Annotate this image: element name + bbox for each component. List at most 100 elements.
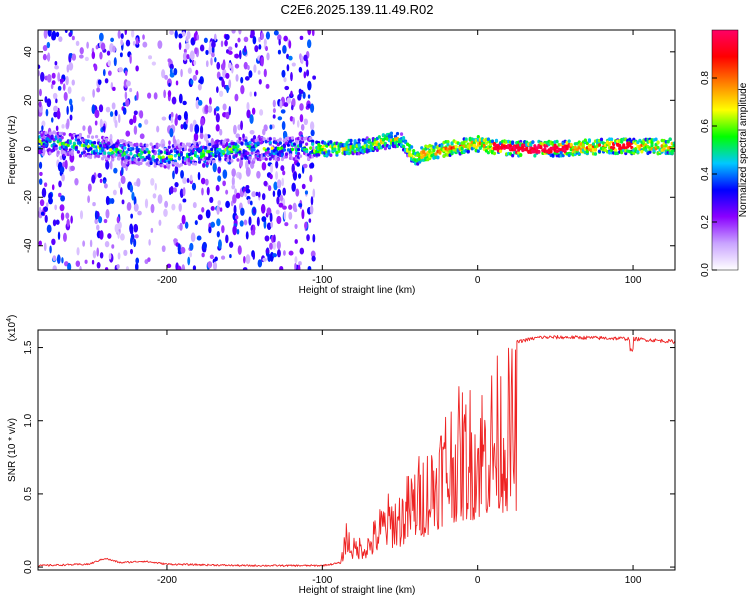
spectrogram-cell — [139, 110, 144, 119]
snr-y-multiplier: (x104) — [6, 315, 18, 342]
spectrogram-cell — [117, 221, 122, 230]
spectrogram-cell — [108, 253, 112, 260]
spectrogram-cell — [52, 255, 57, 262]
spectrogram-cell — [76, 150, 80, 154]
spectrogram-cell — [291, 182, 296, 192]
spectrogram-cell — [148, 239, 151, 246]
spectrogram-cell — [150, 178, 155, 186]
spectrogram-cell — [142, 41, 148, 48]
spectrogram-cell — [200, 125, 204, 135]
snr-plot-area — [38, 330, 675, 570]
spectrogram-cell — [94, 218, 99, 225]
spectrogram-cell — [257, 259, 263, 268]
spectrogram-cell — [302, 91, 306, 99]
spectrogram-cell — [247, 64, 250, 71]
spectrogram-cell — [59, 166, 65, 173]
spectrogram-cell — [157, 143, 161, 148]
spectrogram-cell — [250, 151, 254, 155]
spectrogram-cell — [185, 42, 190, 50]
spectrogram-cell — [290, 90, 293, 97]
spectrogram-cell — [260, 56, 264, 67]
spectrogram-cell — [249, 200, 253, 206]
spectrogram-cell — [286, 64, 290, 72]
spectrogram-cell — [383, 141, 387, 146]
spectrogram-cell — [207, 105, 213, 113]
spectrogram-cell — [253, 91, 257, 97]
spectrogram-cell — [177, 156, 181, 161]
spectrogram-cell — [282, 148, 287, 152]
spectrogram-cell — [298, 66, 303, 73]
spectrogram-cell — [130, 30, 135, 38]
spectrogram-cell — [118, 181, 121, 189]
spectrogram-cell — [494, 138, 499, 143]
spectrogram-cell — [446, 142, 450, 147]
spectrogram-cell — [129, 184, 134, 193]
spectrogram-cell — [168, 140, 171, 146]
spectrogram-cell — [38, 70, 41, 77]
spectrogram-cell — [48, 151, 52, 155]
spectrogram-cell — [306, 103, 311, 109]
spectrogram-cell — [133, 125, 138, 135]
spectrogram-cell — [135, 37, 139, 45]
spectrogram-cell — [260, 203, 266, 214]
spectrogram-cell — [202, 162, 206, 168]
spectrogram-cell — [48, 197, 53, 205]
spectrogram-cell — [255, 191, 259, 197]
spectrogram-cell — [68, 62, 74, 71]
spectrogram-cell — [50, 83, 54, 90]
spectrogram-cell — [55, 31, 60, 38]
spectrogram-cell — [261, 216, 267, 223]
spectrogram-cell — [169, 63, 174, 70]
spectrogram-cell — [252, 251, 256, 260]
spectrogram-cell — [276, 179, 282, 189]
spectrogram-cell — [389, 131, 394, 136]
spectrogram-cell — [256, 170, 261, 179]
spectrogram-cell — [182, 100, 187, 106]
spectrogram-cell — [38, 206, 42, 213]
spectrogram-cell — [161, 155, 165, 159]
spectrogram-cell — [248, 140, 252, 145]
spectrogram-cell — [76, 247, 80, 256]
spectrogram-cell — [145, 147, 149, 152]
spectrogram-cell — [210, 221, 216, 228]
spectrogram-cell — [46, 148, 50, 153]
spectrogram-cell — [109, 148, 113, 152]
spectrogram-cell — [222, 169, 228, 179]
spectrogram-cell — [266, 147, 270, 151]
spectrogram-cell — [298, 144, 303, 148]
spectrogram-cell — [95, 45, 99, 50]
colorbar-gradient — [712, 30, 738, 270]
spectrogram-cell — [221, 78, 225, 88]
spectrogram-cell — [67, 86, 72, 95]
spectrogram-cell — [262, 257, 267, 262]
spectrogram-ytick-label: -20 — [23, 190, 34, 205]
spectrogram-cell — [190, 232, 196, 243]
spectrogram-cell — [133, 223, 139, 233]
spectrogram-cell — [298, 261, 302, 266]
spectrogram-cell — [257, 191, 261, 198]
spectrogram-cell — [298, 93, 302, 98]
spectrogram-cell — [107, 59, 112, 67]
spectrogram-cell — [240, 76, 244, 84]
spectrogram-cell — [454, 144, 458, 149]
spectrogram-cell — [197, 214, 203, 221]
spectrogram-cell — [309, 205, 314, 215]
spectrogram-cell — [288, 153, 293, 157]
spectrogram-cell — [329, 140, 333, 144]
spectrogram-cell — [54, 136, 58, 141]
spectrogram-cell — [49, 245, 52, 254]
spectrogram-cell — [155, 158, 159, 162]
spectrogram-cell — [172, 170, 175, 180]
spectrogram-cell — [120, 33, 124, 39]
spectrogram-cell — [57, 85, 62, 91]
spectrogram-cell — [42, 53, 47, 61]
spectrogram-cell — [412, 149, 416, 153]
spectrogram-cell — [272, 136, 276, 141]
spectrogram-cell — [118, 67, 124, 73]
spectrogram-cell — [268, 140, 272, 145]
spectrogram-cell — [395, 131, 400, 136]
spectrogram-cell — [54, 61, 58, 66]
spectrogram-cell — [147, 257, 151, 262]
spectrogram-cell — [56, 110, 61, 120]
